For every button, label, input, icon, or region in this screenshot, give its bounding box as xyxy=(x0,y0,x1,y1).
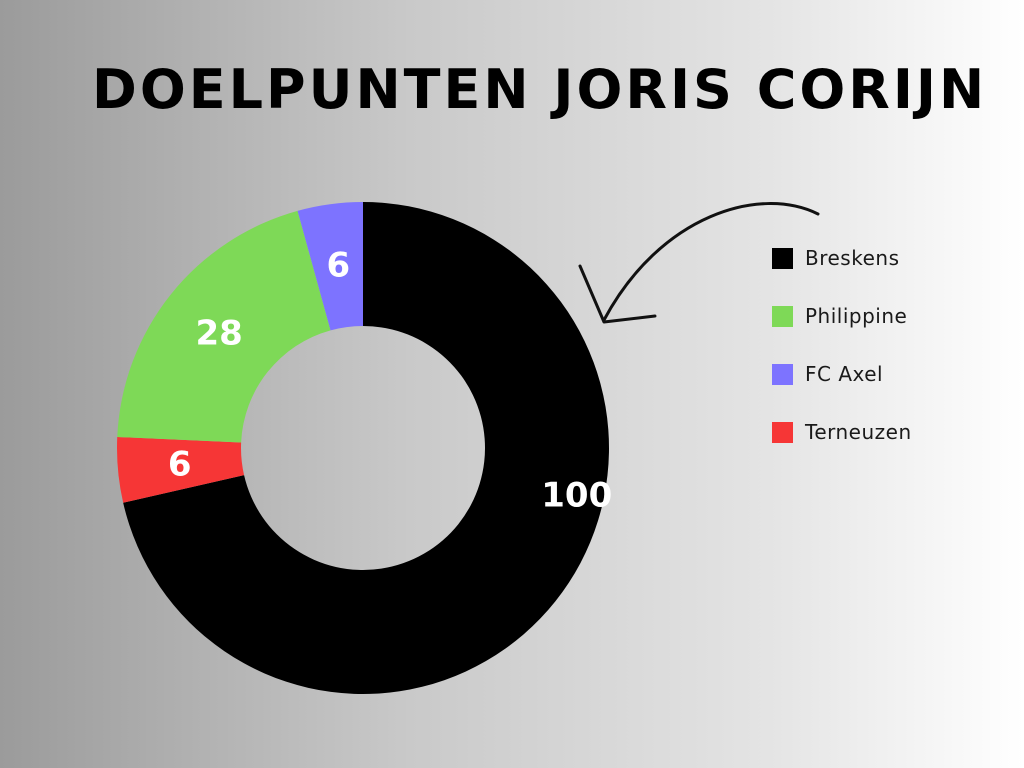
chart-legend: Breskens Philippine FC Axel Terneuzen xyxy=(772,246,912,478)
slice-label-terneuzen: 6 xyxy=(168,444,192,484)
slice-fc-axel xyxy=(297,202,363,331)
slice-label-fc-axel: 6 xyxy=(326,246,350,286)
legend-label: Philippine xyxy=(805,304,908,328)
legend-item-fc-axel: FC Axel xyxy=(772,362,912,386)
legend-item-philippine: Philippine xyxy=(772,304,912,328)
legend-swatch xyxy=(772,421,793,443)
arrow-head-icon xyxy=(578,264,657,324)
legend-label: FC Axel xyxy=(805,362,884,386)
slice-label-breskens: 100 xyxy=(541,476,612,516)
legend-label: Breskens xyxy=(805,246,900,270)
slice-breskens xyxy=(123,202,610,694)
legend-item-terneuzen: Terneuzen xyxy=(772,420,912,444)
slice-label-philippine: 28 xyxy=(195,313,242,353)
legend-swatch xyxy=(772,247,793,269)
legend-swatch xyxy=(772,305,793,327)
legend-item-breskens: Breskens xyxy=(772,246,912,270)
legend-swatch xyxy=(772,363,793,385)
slice-philippine xyxy=(117,210,331,443)
slice-terneuzen xyxy=(117,436,245,503)
arrow-icon xyxy=(602,202,820,322)
chart-title: DOELPUNTEN JORIS CORIJN xyxy=(92,58,988,121)
legend-label: Terneuzen xyxy=(805,420,912,444)
